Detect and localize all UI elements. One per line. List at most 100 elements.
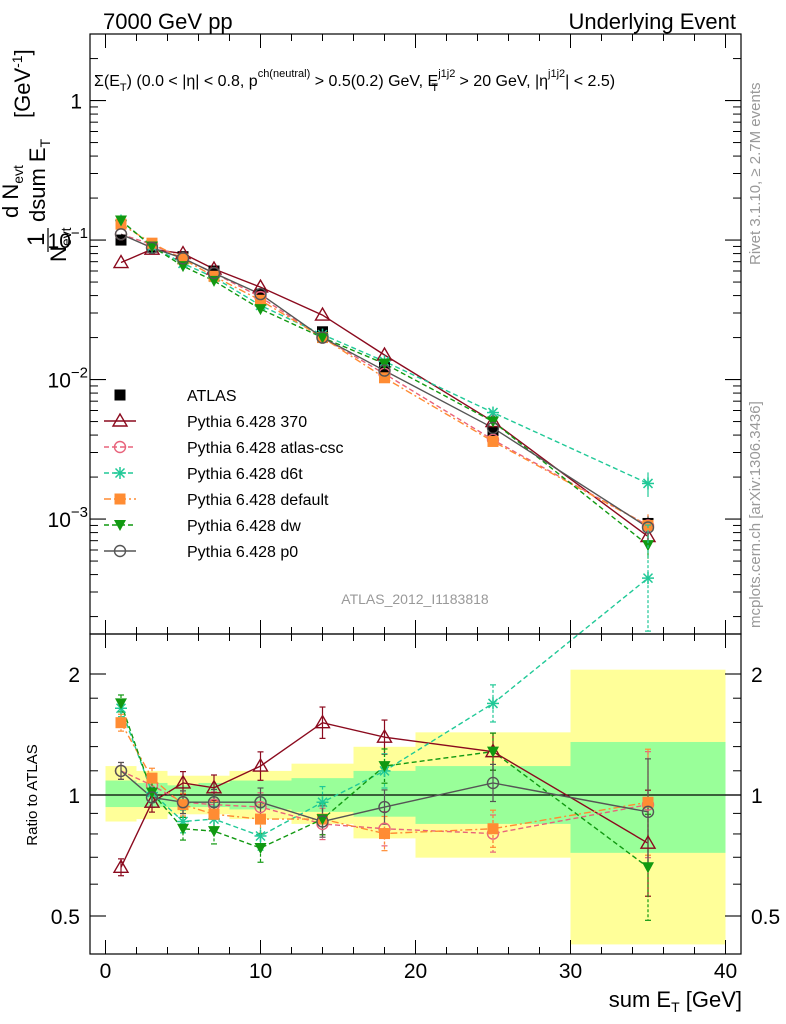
pythia-6-428-default-ratio-point [642,796,654,808]
ratio-y-tick-label-right: 1 [751,785,763,808]
legend-label: Pythia 6.428 atlas-csc [187,440,344,457]
legend-item-pythia-6-428-default: Pythia 6.428 default [104,492,329,509]
pythia-6-428-default-ratio-point [379,828,390,840]
main-y-tick-label: 1 [70,91,82,114]
ratio-markers [112,572,657,874]
legend-marker [114,467,126,479]
pythia-6-428-p0-point [254,287,267,301]
atlas-point [255,288,266,300]
legend-marker [114,389,126,401]
pythia-6-428-p0-ratio-point [145,791,159,804]
x-tick-label: 40 [714,960,737,983]
x-tick-label: 10 [249,960,272,983]
pythia-6-428-p0-ratio-point [316,815,329,828]
pythia-6-428-p0-ratio-point [176,796,190,809]
x-tick-label: 30 [559,960,582,983]
pythia-6-428-p0-point [486,421,500,435]
pythia-6-428-default-ratio-point [146,772,158,784]
pythia-6-428-p0-point [316,331,329,344]
legend-marker [113,544,127,558]
ratio-inner-band [105,780,137,808]
analysis-tag: ATLAS_2012_I1183818 [341,591,489,607]
pythia-6-428-p0-point [114,228,128,241]
pythia-6-428-370-ratio-point [174,774,192,789]
legend-label: Pythia 6.428 dw [187,518,301,535]
pythia-6-428-370-ratio-point [639,834,657,849]
pythia-6-428-default-ratio-point [208,808,220,820]
pythia-6-428-d6t-point [642,477,654,490]
main-y-tick-label: 10−3 [48,504,88,532]
pythia-6-428-p0-ratio-point [254,796,267,809]
svg-text:1: 1 [23,233,50,246]
pythia-6-428-370-ratio-point [205,779,223,794]
pythia-6-428-p0-ratio-point [207,796,221,809]
x-axis-label: sum ET [GeV] [609,987,742,1015]
pythia-6-428-default-point [379,372,390,384]
pythia-6-428-p0-ratio-point [486,776,500,790]
pythia-6-428-dw-ratio-point [208,826,220,838]
ratio-y-tick-label-right: 0.5 [751,906,780,929]
legend-marker [113,440,127,454]
svg-text:d Nevt: d Nevt [0,165,26,218]
main-y-tick-label: 10−1 [48,225,88,253]
legend-item-pythia-6-428-370: Pythia 6.428 370 [104,412,307,431]
pythia-6-428-dw-ratio-point [487,746,499,758]
pythia-6-428-default-point [487,435,499,447]
atlas-point [487,426,499,438]
pythia-6-428-dw-point [177,261,189,273]
pythia-6-428-dw-point [115,215,127,227]
pythia-6-428-p0-point [176,252,190,265]
legend-label: Pythia 6.428 d6t [187,466,303,483]
pythia-6-428-d6t-ratio-point [254,829,267,842]
pythia-6-428-dw-point [208,275,220,287]
x-tick-label: 0 [100,960,112,983]
legend-label: Pythia 6.428 p0 [187,544,298,561]
pythia-6-428-dw-ratio-point [146,787,158,799]
main-ylabel: 1 Nevt d Nevt dsum ET [GeV-1] [0,49,74,262]
ratio-y-tick-label: 2 [68,664,80,687]
pythia-6-428-dw-ratio-point [378,761,391,773]
mcplots-label: mcplots.cern.ch [arXiv:1306.3436] [747,401,764,628]
pythia-6-428-default-ratio-point [115,717,127,729]
main-y-tick-label: 10−2 [48,365,88,393]
legend-label: Pythia 6.428 370 [187,414,307,431]
pythia-6-428-atlas-csc-ratio-point [254,800,267,814]
legend-item-pythia-6-428-p0: Pythia 6.428 p0 [104,544,298,561]
rivet-label: Rivet 3.1.10, ≥ 2.7M events [747,83,764,266]
legend-label: ATLAS [187,388,237,405]
pythia-6-428-dw-ratio-point [115,698,127,710]
pythia-6-428-dw-point [254,304,267,316]
svg-text:[GeV-1]: [GeV-1] [9,49,35,118]
pythia-6-428-dw-point [378,358,391,370]
legend-marker [114,493,126,505]
pythia-6-428-dw-line [120,220,649,546]
ratio-y-tick-label-right: 2 [751,664,763,687]
legend-item-atlas: ATLAS [114,388,237,405]
legend-label: Pythia 6.428 default [187,492,329,509]
main-title: Σ(ET) (0.0 < |η| < 0.8, pch(neutral) > 0… [94,68,615,94]
pythia-6-428-p0-ratio-point [114,764,128,778]
svg-text:dsum ET: dsum ET [25,138,53,222]
pythia-6-428-default-point [255,294,266,306]
pythia-6-428-370-ratio-point [112,858,130,873]
pythia-6-428-p0-point [207,266,221,280]
pythia-6-428-370-ratio-point [314,714,331,729]
pythia-6-428-d6t-ratio-point [316,796,329,809]
pythia-6-428-dw-ratio-point [642,862,654,874]
pythia-6-428-370-ratio-point [376,728,393,743]
pythia-6-428-p0-ratio-point [378,800,391,814]
legend-item-pythia-6-428-dw: Pythia 6.428 dw [104,518,301,535]
ratio-ticks: 0.5 0.51 12 20 10 20 30 40 [51,634,780,983]
pythia-6-428-d6t-ratio-point [487,697,499,710]
pythia-6-428-default-ratio-point [255,813,266,825]
pythia-6-428-370-ratio-point [252,757,269,772]
pythia-6-428-dw-point [316,332,329,344]
legend-marker [114,520,126,531]
ratio-ylabel: Ratio to ATLAS [24,744,41,845]
pythia-6-428-default-ratio-point [487,823,499,835]
x-tick-label: 20 [404,960,427,983]
pythia-6-428-default-ratio-point [177,799,189,811]
main-markers [112,214,657,552]
pythia-6-428-370-point [314,306,331,321]
